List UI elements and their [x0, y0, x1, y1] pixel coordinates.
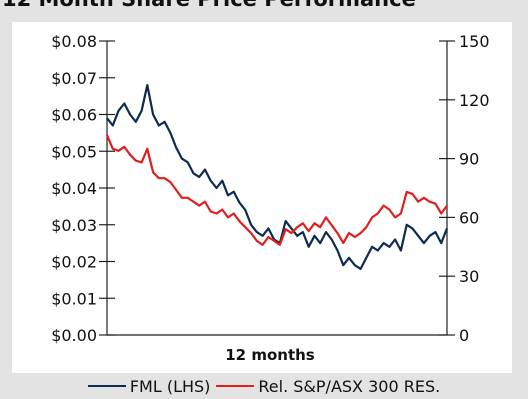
left-tick-label: $0.04 — [51, 179, 97, 198]
legend-swatch-relative — [216, 385, 255, 387]
left-tick-label: $0.07 — [51, 69, 97, 88]
right-tick-label: 60 — [459, 208, 479, 227]
legend-swatch-fml — [87, 385, 126, 387]
chart-title: 12 Month Share Price Performance — [2, 0, 416, 11]
left-tick-label: $0.08 — [51, 32, 97, 51]
right-tick-label: 0 — [459, 326, 469, 345]
plot-area: $0.00 $0.01 $0.02 $0.03 $0.04 $0.05 $0.06 $0.07… — [12, 22, 512, 373]
left-tick-label: $0.03 — [51, 216, 97, 235]
series-line-fml — [106, 83, 449, 270]
left-tick-label: $0.02 — [51, 253, 97, 272]
left-tick-label: $0.01 — [51, 289, 97, 308]
chart-svg: $0.00 $0.01 $0.02 $0.03 $0.04 $0.05 $0.06 $0.07… — [51, 32, 489, 364]
x-axis-label: 12 months — [225, 346, 315, 364]
legend: FML (LHS) Rel. S&P/ASX 300 RES. — [0, 373, 528, 399]
legend-label-fml: FML (LHS) — [129, 376, 211, 396]
right-tick-label: 90 — [459, 150, 479, 169]
left-tick-label: $0.00 — [51, 326, 97, 345]
axes-layer: $0.00 $0.01 $0.02 $0.03 $0.04 $0.05 $0.06 $0.07… — [51, 32, 489, 345]
left-tick-label: $0.06 — [51, 106, 97, 125]
left-tick-label: $0.05 — [51, 142, 97, 161]
legend-item-fml: FML (LHS) — [87, 376, 211, 396]
series-layer — [105, 83, 449, 270]
right-tick-label: 150 — [459, 32, 490, 51]
legend-label-relative: Rel. S&P/ASX 300 RES. — [258, 376, 441, 396]
right-tick-label: 30 — [459, 267, 479, 286]
legend-item-relative: Rel. S&P/ASX 300 RES. — [216, 377, 440, 396]
series-line-relative — [105, 134, 448, 246]
right-tick-label: 120 — [459, 91, 490, 110]
